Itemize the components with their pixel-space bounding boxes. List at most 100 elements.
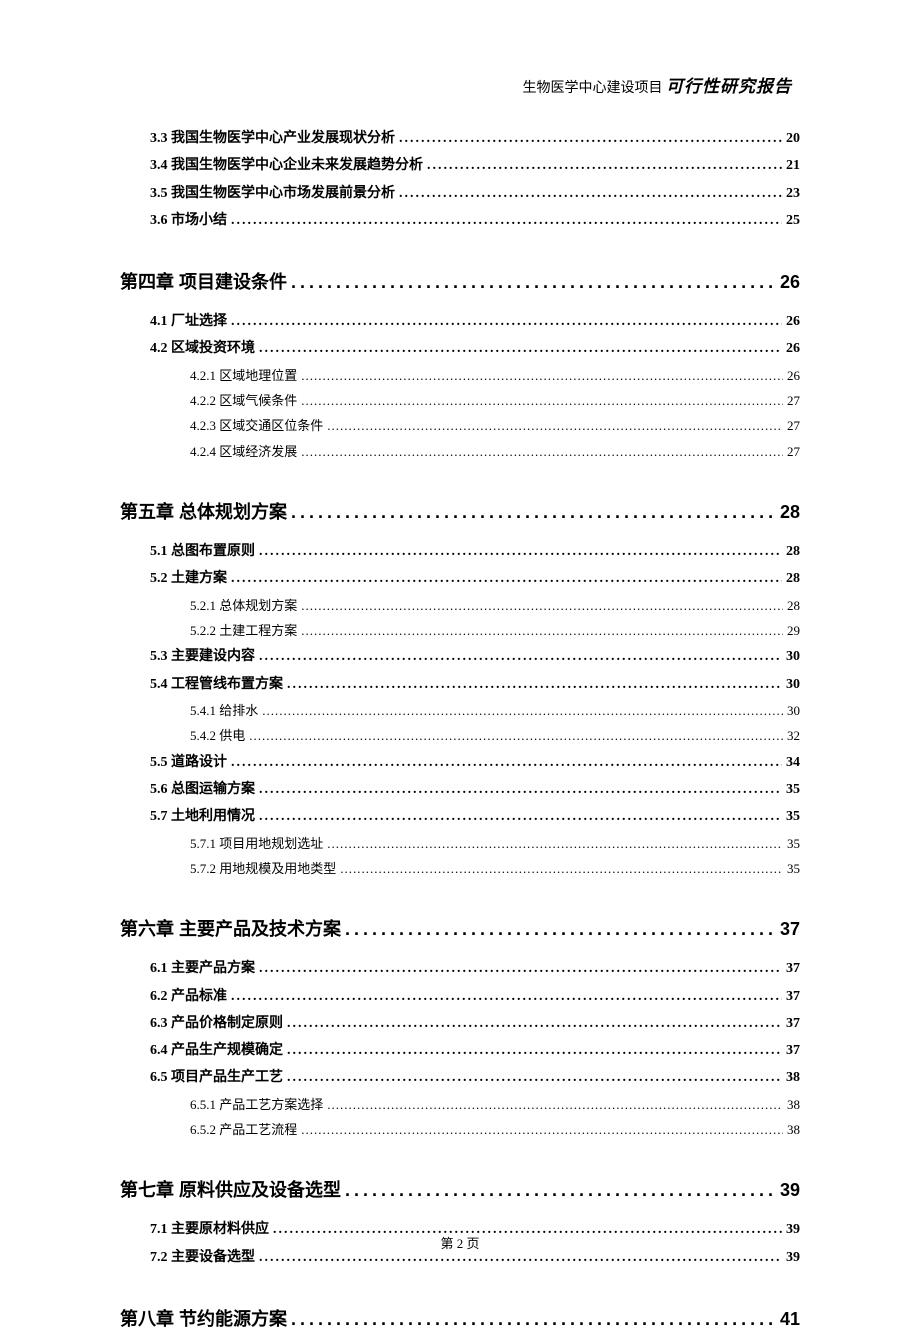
toc-page-number: 25 [782,207,800,234]
toc-page-number: 34 [782,749,800,776]
toc-label: 第七章 原料供应及设备选型 [120,1176,345,1202]
toc-label: 5.4.1 给排水 [190,698,262,723]
toc-leader-dots [301,363,783,388]
toc-leader-dots [231,308,782,335]
page-header: 生物医学中心建设项目 可行性研究报告 [120,72,800,97]
toc-page-number: 23 [782,180,800,207]
toc-leader-dots [399,180,782,207]
toc-entry: 4.2.2 区域气候条件27 [190,388,800,413]
toc-page-number: 41 [776,1309,800,1330]
toc-leader-dots [301,439,783,464]
toc-label: 5.7.1 项目用地规划选址 [190,831,327,856]
toc-page-number: 28 [782,538,800,565]
toc-label: 5.7.2 用地规模及用地类型 [190,856,340,881]
toc-entry: 5.4.2 供电 32 [190,723,800,748]
toc-page-number: 37 [782,1010,800,1037]
toc-label: 6.5 项目产品生产工艺 [150,1064,287,1091]
toc-page-number: 27 [783,439,800,464]
toc-leader-dots [259,803,782,830]
toc-label: 5.3 主要建设内容 [150,643,259,670]
toc-page-number: 26 [783,363,800,388]
toc-entry: 6.2 产品标准 37 [150,983,800,1010]
toc-leader-dots [231,565,782,592]
toc-page-number: 38 [782,1064,800,1091]
toc-page-number: 28 [782,565,800,592]
toc-entry: 5.7.2 用地规模及用地类型 35 [190,856,800,881]
toc-label: 5.2.1 总体规划方案 [190,593,301,618]
toc-entry: 5.5 道路设计 34 [150,749,800,776]
toc-entry: 第五章 总体规划方案28 [120,498,800,524]
toc-page-number: 38 [783,1092,800,1117]
document-page: 生物医学中心建设项目 可行性研究报告 3.3 我国生物医学中心产业发展现状分析 2… [0,0,920,1302]
toc-label: 6.5.2 产品工艺流程 [190,1117,301,1142]
toc-page-number: 20 [782,125,800,152]
toc-entry: 5.6 总图运输方案 35 [150,776,800,803]
page-number: 第 2 页 [440,1236,479,1251]
toc-leader-dots [259,335,782,362]
toc-page-number: 38 [783,1117,800,1142]
toc-label: 5.5 道路设计 [150,749,231,776]
toc-page-number: 35 [783,856,800,881]
toc-label: 6.4 产品生产规模确定 [150,1037,287,1064]
toc-leader-dots [259,776,782,803]
toc-label: 3.4 我国生物医学中心企业未来发展趋势分析 [150,152,427,179]
toc-leader-dots [287,1064,782,1091]
toc-entry: 4.1 厂址选择26 [150,308,800,335]
toc-entry: 第六章 主要产品及技术方案37 [120,915,800,941]
toc-leader-dots [231,207,782,234]
toc-page-number: 37 [782,955,800,982]
toc-entry: 4.2.3 区域交通区位条件27 [190,413,800,438]
toc-label: 6.2 产品标准 [150,983,231,1010]
header-project: 生物医学中心建设项目 [523,81,663,96]
toc-page-number: 37 [782,983,800,1010]
toc-entry: 第八章 节约能源方案 41 [120,1305,800,1331]
toc-entry: 6.5 项目产品生产工艺 38 [150,1064,800,1091]
toc-entry: 5.2.1 总体规划方案 28 [190,593,800,618]
toc-page-number: 30 [782,643,800,670]
toc-entry: 4.2.1 区域地理位置 26 [190,363,800,388]
toc-entry: 3.3 我国生物医学中心产业发展现状分析 20 [150,125,800,152]
toc-label: 5.1 总图布置原则 [150,538,259,565]
toc-entry: 3.5 我国生物医学中心市场发展前景分析23 [150,180,800,207]
toc-page-number: 35 [782,776,800,803]
toc-page-number: 32 [783,723,800,748]
toc-leader-dots [291,1309,776,1330]
toc-label: 5.7 土地利用情况 [150,803,259,830]
toc-label: 4.2.1 区域地理位置 [190,363,301,388]
toc-entry: 3.4 我国生物医学中心企业未来发展趋势分析21 [150,152,800,179]
toc-label: 5.4 工程管线布置方案 [150,671,287,698]
toc-page-number: 26 [776,272,800,293]
toc-leader-dots [301,618,783,643]
toc-label: 3.3 我国生物医学中心产业发展现状分析 [150,125,399,152]
toc-leader-dots [259,955,782,982]
toc-page-number: 28 [783,593,800,618]
toc-entry: 6.1 主要产品方案37 [150,955,800,982]
page-footer: 第 2 页 [0,1233,920,1252]
toc-leader-dots [427,152,782,179]
toc-label: 5.2 土建方案 [150,565,231,592]
toc-label: 5.4.2 供电 [190,723,249,748]
toc-leader-dots [291,272,776,293]
toc-entry: 4.2 区域投资环境26 [150,335,800,362]
toc-label: 4.2.2 区域气候条件 [190,388,301,413]
toc-label: 4.2.4 区域经济发展 [190,439,301,464]
toc-label: 6.5.1 产品工艺方案选择 [190,1092,327,1117]
toc-entry: 6.5.1 产品工艺方案选择 38 [190,1092,800,1117]
toc-entry: 5.3 主要建设内容 30 [150,643,800,670]
toc-page-number: 39 [776,1180,800,1201]
toc-label: 第八章 节约能源方案 [120,1305,291,1331]
toc-leader-dots [259,643,782,670]
toc-leader-dots [301,1117,783,1142]
toc-label: 第六章 主要产品及技术方案 [120,915,345,941]
toc-leader-dots [345,919,776,940]
toc-entry: 第七章 原料供应及设备选型 39 [120,1176,800,1202]
toc-leader-dots [345,1180,776,1201]
toc-entry: 5.4 工程管线布置方案30 [150,671,800,698]
toc-entry: 6.3 产品价格制定原则37 [150,1010,800,1037]
toc-entry: 4.2.4 区域经济发展 27 [190,439,800,464]
toc-leader-dots [287,1037,782,1064]
toc-entry: 5.7.1 项目用地规划选址35 [190,831,800,856]
toc-label: 5.6 总图运输方案 [150,776,259,803]
toc-entry: 5.2.2 土建工程方案29 [190,618,800,643]
toc-page-number: 27 [783,413,800,438]
